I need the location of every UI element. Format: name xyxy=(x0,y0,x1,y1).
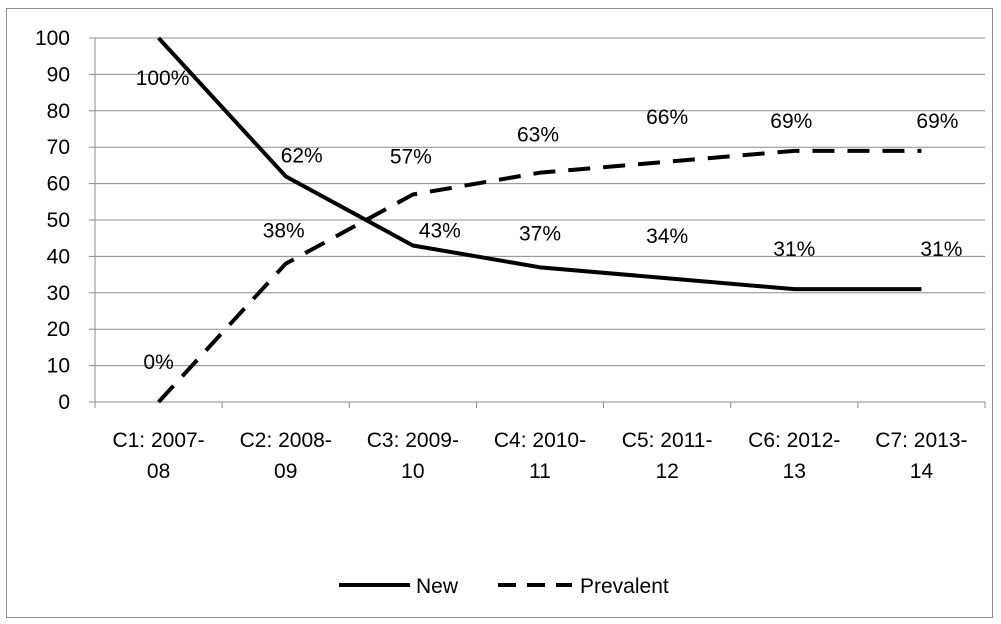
y-tick-label: 90 xyxy=(47,63,70,86)
x-tick-label: C6: 2012- xyxy=(748,429,840,452)
data-label-new: 62% xyxy=(281,144,323,167)
data-label-prevalent: 66% xyxy=(646,106,688,129)
y-tick-label: 10 xyxy=(47,355,70,378)
y-tick-labels: 0 10 20 30 40 50 60 70 80 90 100 xyxy=(35,27,70,414)
y-tick-label: 100 xyxy=(35,27,70,50)
legend: New Prevalent xyxy=(339,575,669,598)
data-label-prevalent: 38% xyxy=(263,220,305,243)
x-tick-label: 10 xyxy=(401,460,424,483)
x-tick-label: 13 xyxy=(783,460,806,483)
data-label-prevalent: 0% xyxy=(143,351,173,374)
data-label-prevalent: 63% xyxy=(517,124,559,147)
x-tick-label: C4: 2010- xyxy=(494,429,586,452)
x-tick-label: C2: 2008- xyxy=(240,429,332,452)
data-label-new: 34% xyxy=(646,225,688,248)
gridlines xyxy=(95,37,985,367)
x-tick-labels: C1: 2007- 08 C2: 2008- 09 C3: 2009- 10 C4: 201… xyxy=(112,429,967,483)
data-label-new: 43% xyxy=(419,219,461,242)
series-line-prevalent xyxy=(157,148,922,404)
y-tick-label: 60 xyxy=(47,173,70,196)
legend-label-prevalent: Prevalent xyxy=(580,575,669,598)
data-label-prevalent: 69% xyxy=(770,110,812,133)
y-tick-label: 80 xyxy=(47,100,70,123)
y-tick-label: 70 xyxy=(47,136,70,159)
x-tick-label: 12 xyxy=(655,460,678,483)
legend-label-new: New xyxy=(416,575,459,598)
x-tick-label: 09 xyxy=(274,460,297,483)
data-label-new: 31% xyxy=(920,238,962,261)
x-tick-label: C1: 2007- xyxy=(112,429,204,452)
x-tick-label: C5: 2011- xyxy=(622,429,713,452)
x-tick-label: C3: 2009- xyxy=(367,429,459,452)
y-tick-label: 50 xyxy=(47,209,70,232)
y-tick-label: 0 xyxy=(58,391,70,414)
chart-frame xyxy=(6,8,993,618)
data-labels: 100% 62% 43% 37% 34% 31% 31% 0% 38% 57% 63% 66% 69% 6… xyxy=(136,67,963,374)
y-tick-label: 30 xyxy=(47,282,70,305)
x-tick-label: 08 xyxy=(147,460,170,483)
data-label-prevalent: 69% xyxy=(916,110,958,133)
series-lines xyxy=(157,36,922,404)
y-tick-label: 20 xyxy=(47,318,70,341)
data-label-new: 100% xyxy=(136,67,190,90)
data-label-new: 37% xyxy=(519,222,561,245)
x-tick-label: C7: 2013- xyxy=(875,429,967,452)
data-label-new: 31% xyxy=(773,238,815,261)
axes xyxy=(89,37,986,408)
data-label-prevalent: 57% xyxy=(390,146,432,169)
y-tick-label: 40 xyxy=(47,245,70,268)
x-tick-label: 14 xyxy=(910,460,934,483)
x-tick-label: 11 xyxy=(529,460,551,483)
